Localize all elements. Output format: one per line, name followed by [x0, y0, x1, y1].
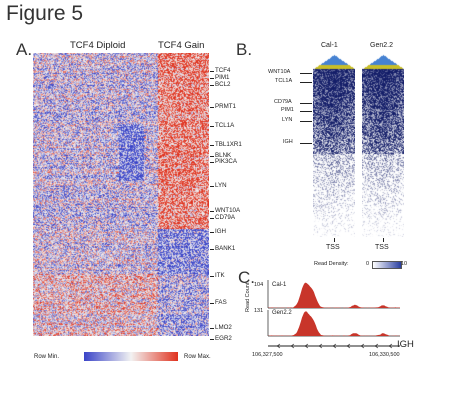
strand-arrow — [318, 343, 323, 349]
tss-tick-2 — [383, 238, 384, 242]
coord-start-label: 106,327,500 — [252, 352, 283, 358]
density-legend-max: 10 — [401, 261, 408, 267]
gene-tick — [210, 145, 214, 146]
density-gene-igh: IGH — [283, 139, 293, 145]
gene-tick — [210, 156, 214, 157]
strand-arrow — [276, 343, 281, 349]
track-name-cal1: Cal-1 — [272, 282, 287, 288]
gene-tick — [210, 232, 214, 233]
figure-title: Figure 5 — [6, 2, 84, 25]
panel-c-letter: C. — [238, 268, 255, 287]
group-label-diploid: TCF4 Diploid — [70, 40, 126, 51]
coord-end-label: 106,330,500 — [369, 352, 400, 358]
gene-tick — [210, 249, 214, 250]
panel-b-letter: B. — [236, 40, 253, 59]
density-legend-label: Read Density: — [314, 261, 349, 267]
gene-label-lmo2: LMO2 — [215, 324, 232, 331]
density-gene-cd79a: CD79A — [274, 99, 292, 105]
tss-tick-1 — [334, 238, 335, 242]
density-legend-min: 0 — [366, 261, 370, 267]
strand-arrow — [332, 343, 337, 349]
color-scale-legend — [84, 352, 178, 361]
density-color-scale — [372, 261, 402, 269]
igh-track-plot: 104 131 Cal-1 Gen2.2 — [254, 280, 400, 349]
gene-strand-arrows — [276, 343, 393, 349]
gene-tick — [210, 85, 214, 86]
gene-label-tbl1xr1: TBL1XR1 — [215, 141, 242, 148]
gene-tick — [210, 107, 214, 108]
density-gene-pim1: PIM1 — [281, 107, 294, 113]
density-gene-lyn: LYN — [282, 117, 293, 123]
tss-label-2: TSS — [375, 244, 389, 251]
legend-min-label: Row Min. — [34, 354, 60, 360]
gene-label-blnk: BLNK — [215, 152, 232, 159]
density-gene-tick — [300, 121, 312, 122]
gene-label-bcl2: BCL2 — [215, 81, 231, 88]
gene-label-itk: ITK — [215, 272, 225, 279]
strand-arrow — [346, 343, 351, 349]
read-density-cal1 — [313, 51, 355, 237]
sample-label-cal1: Cal-1 — [321, 42, 338, 49]
gene-label-fas: FAS — [215, 299, 227, 306]
gene-tick — [210, 328, 214, 329]
density-gene-tick — [300, 82, 312, 83]
strand-arrow — [360, 343, 365, 349]
density-gene-tcl1a: TCL1A — [275, 78, 293, 84]
group-label-gain: TCF4 Gain — [158, 40, 205, 51]
gene-tick — [210, 78, 214, 79]
gene-label-egr2: EGR2 — [215, 335, 232, 342]
gene-label-prmt1: PRMT1 — [215, 103, 236, 110]
gene-tick — [210, 276, 214, 277]
legend-max-label: Row Max. — [184, 354, 211, 360]
density-gene-tick — [300, 73, 312, 74]
gene-tick — [210, 126, 214, 127]
gene-label-cd79a: CD79A — [215, 214, 235, 221]
gene-tick — [210, 71, 214, 72]
gene-tick — [210, 186, 214, 187]
read-density-gen22 — [362, 51, 404, 237]
gene-label-igh: IGH — [215, 228, 227, 235]
track-peaks-cal1 — [268, 282, 400, 308]
density-gene-tick — [300, 111, 312, 112]
strand-arrow — [290, 343, 295, 349]
track-ymax-gen22: 131 — [254, 308, 263, 314]
igh-gene-label: IGH — [397, 339, 414, 350]
tss-label-1: TSS — [326, 244, 340, 251]
gene-label-bank1: BANK1 — [215, 245, 236, 252]
gene-label-pim1: PIM1 — [215, 74, 230, 81]
strand-arrow — [374, 343, 379, 349]
strand-arrow — [304, 343, 309, 349]
gene-label-tcl1a: TCL1A — [215, 122, 235, 129]
gene-label-lyn: LYN — [215, 182, 227, 189]
sample-label-gen22: Gen2.2 — [370, 42, 393, 49]
track-peaks-gen22 — [268, 311, 400, 336]
gene-tick — [210, 218, 214, 219]
track-name-gen22: Gen2.2 — [272, 310, 292, 316]
gene-tick — [210, 162, 214, 163]
gene-label-wnt10a: WNT10A — [215, 207, 241, 214]
gene-tick — [210, 339, 214, 340]
track-ymax-cal1: 104 — [254, 282, 263, 288]
density-gene-tick — [300, 143, 312, 144]
density-gene-tick — [300, 103, 312, 104]
expression-heatmap — [33, 53, 209, 336]
strand-arrow — [388, 343, 393, 349]
gene-tick — [210, 303, 214, 304]
gene-tick — [210, 211, 214, 212]
density-gene-wnt10a: WNT10A — [268, 69, 291, 75]
gene-label-tcf4: TCF4 — [215, 67, 231, 74]
panel-a-letter: A. — [16, 40, 33, 59]
gene-label-pik3ca: PIK3CA — [215, 158, 238, 165]
